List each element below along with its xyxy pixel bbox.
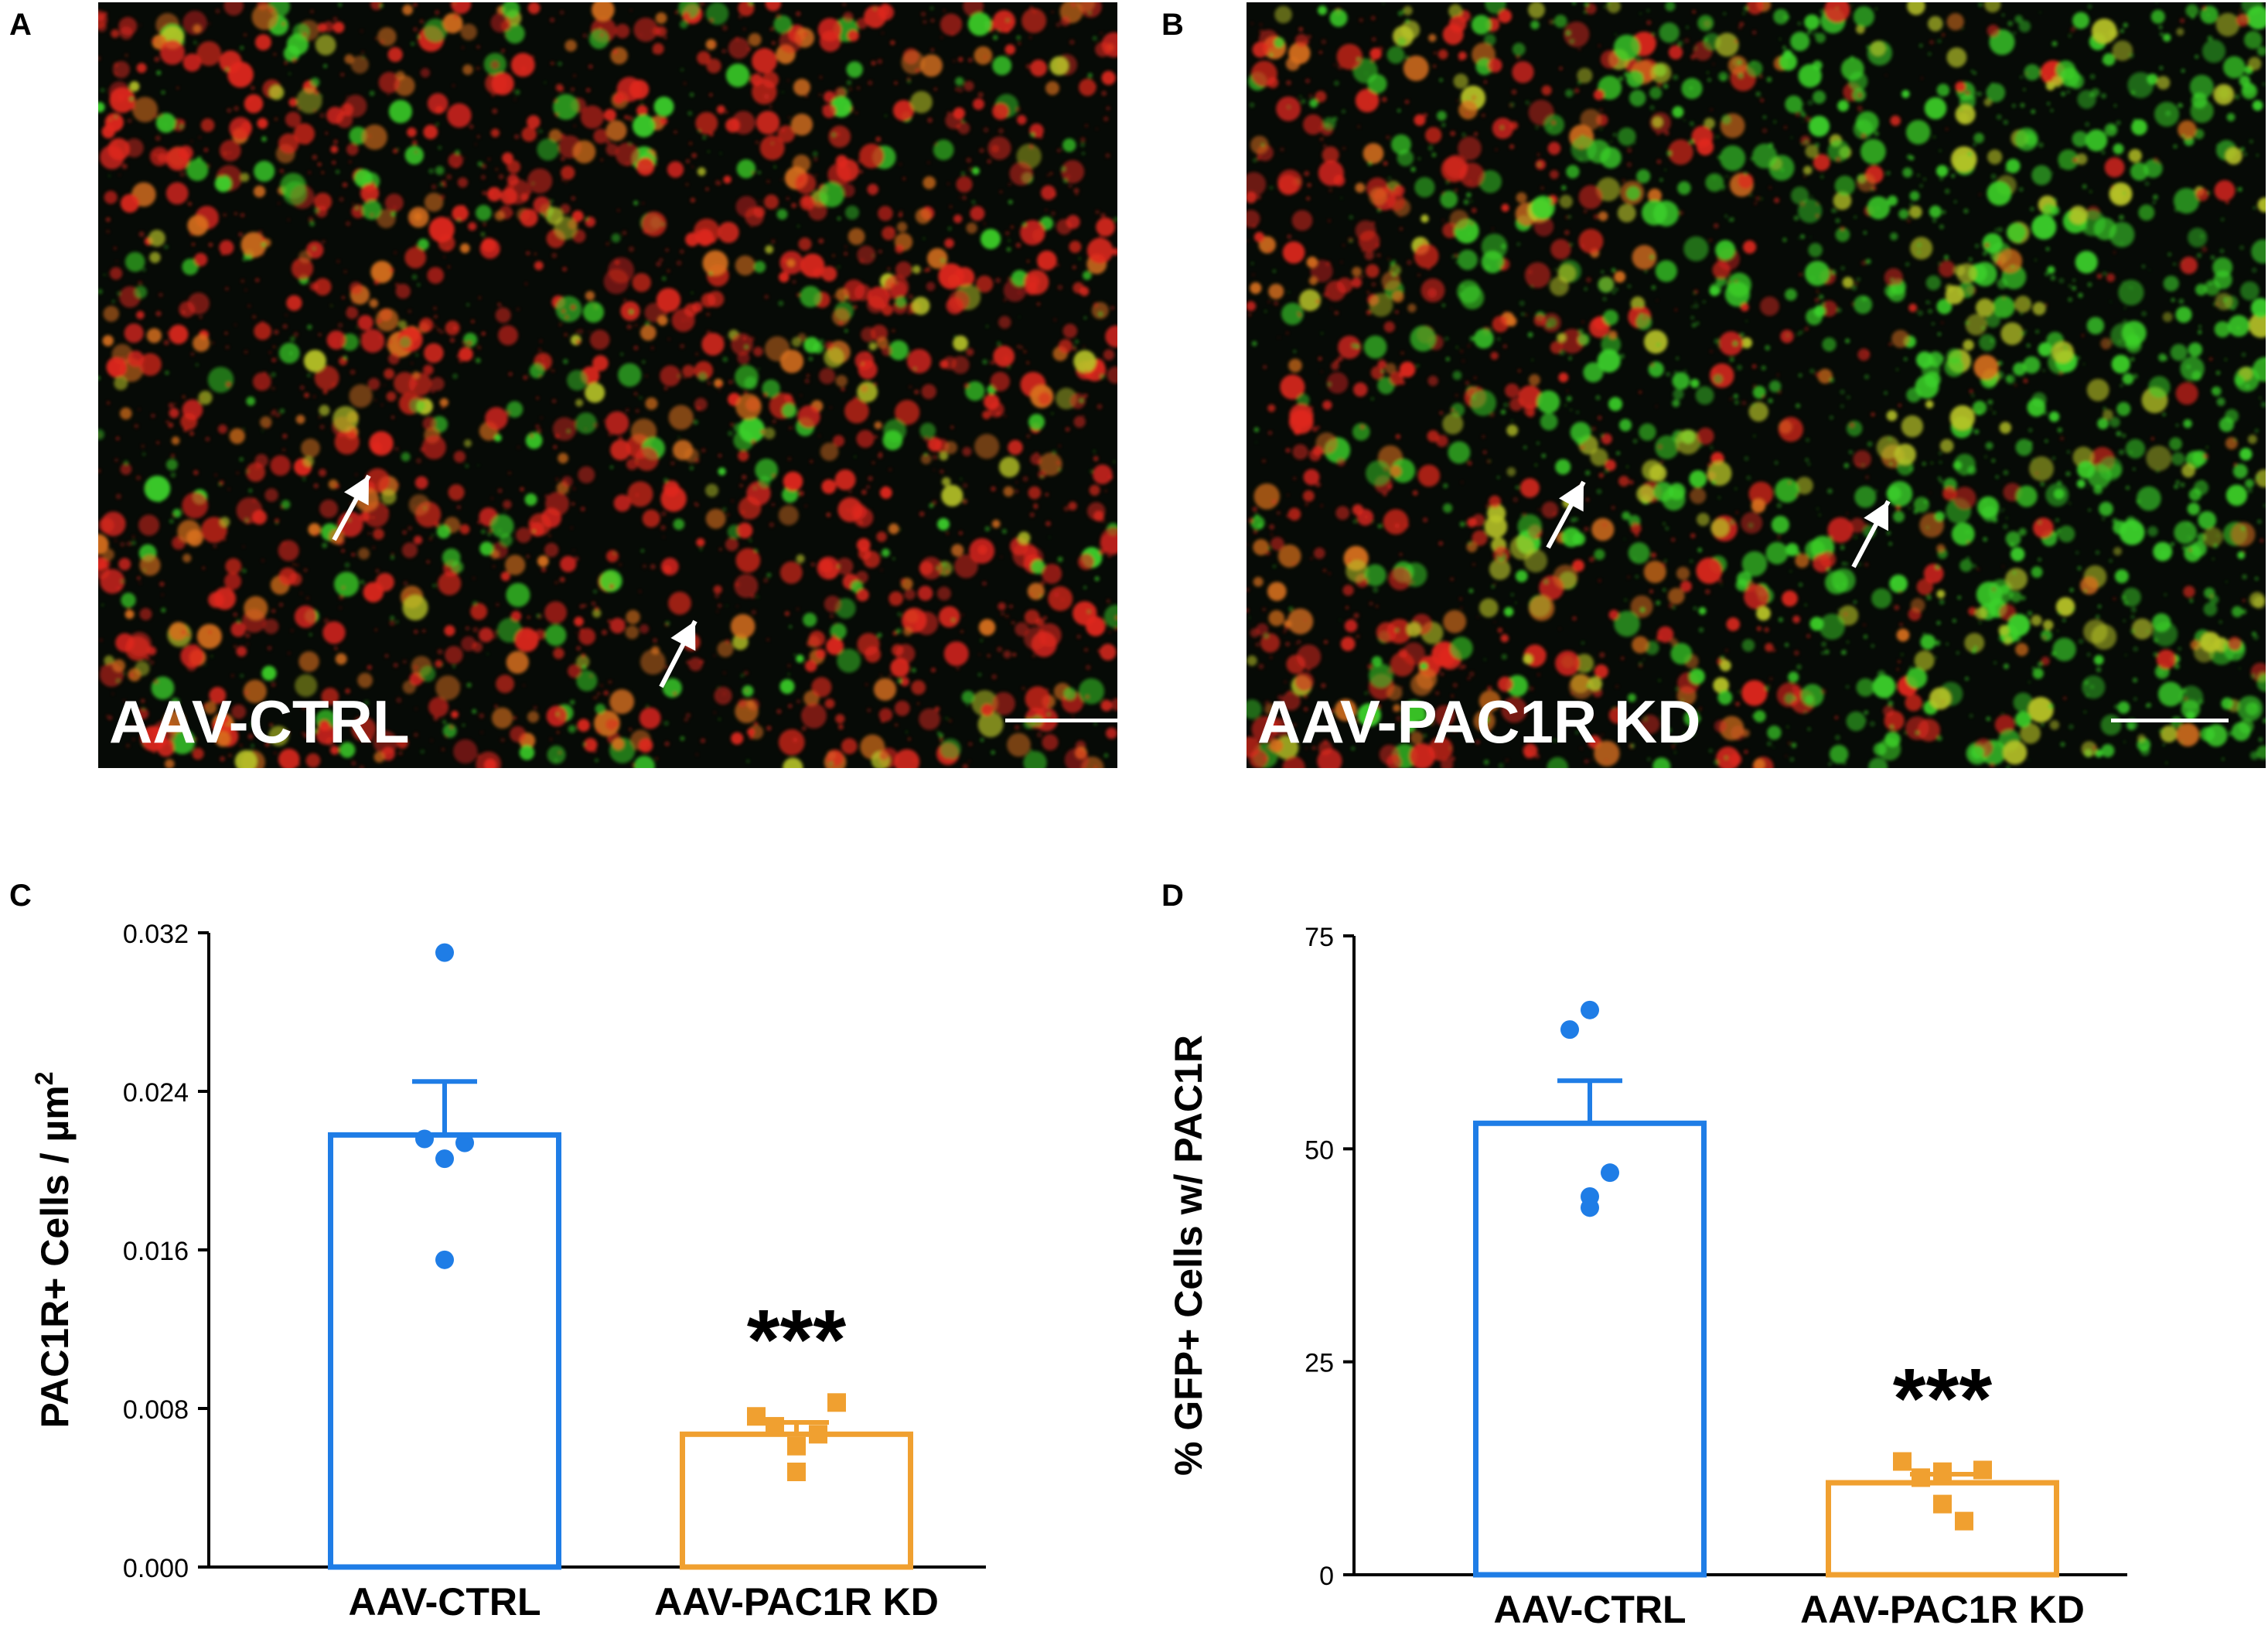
category-label: AAV-PAC1R KD [1800,1588,2085,1631]
data-point [787,1436,806,1456]
y-axis-label-sup: 2 [30,1071,58,1085]
micrograph-kd-label: AAV-PAC1R KD [1257,688,1701,756]
micrograph-kd-image [1247,2,2266,768]
y-tick-label: 50 [1305,1135,1334,1165]
data-point [827,1393,846,1412]
data-point [766,1417,784,1436]
category-label: AAV-CTRL [1493,1588,1686,1631]
chart-gfp-percent: 0 25 50 75 % GFP+ Cells w/ PAC1R AAV-CTRL AAV-… [1167,923,2127,1631]
scale-bar [1005,719,1117,722]
data-point [1933,1462,1952,1481]
panel-letter-a: A [9,8,32,42]
chart-pac1r-density: 0.000 0.008 0.016 0.024 0.032 PAC1R+ Cells / … [30,920,986,1623]
panel-letter-b: B [1161,8,1184,42]
y-tick-label: 0.000 [123,1554,189,1583]
y-tick-label: 0.016 [123,1237,189,1266]
significance-stars: *** [1893,1351,1993,1446]
data-point [1601,1163,1619,1183]
y-axis-label: PAC1R+ Cells / µm2 [30,1071,77,1428]
y-tick-label: 0.008 [123,1395,189,1425]
cell-field [98,2,1117,768]
panel-letter-d: D [1161,879,1184,913]
data-point [1560,1020,1579,1040]
y-tick-label: 75 [1305,923,1334,952]
cell-field [1247,2,2266,768]
data-point [1912,1468,1930,1487]
data-point [809,1425,827,1444]
data-point [435,1250,454,1269]
data-point [455,1133,474,1152]
data-point [415,1129,434,1149]
y-tick-label: 0.032 [123,920,189,949]
micrograph-kd: AAV-PAC1R KD [1247,2,2266,768]
bar [328,1132,561,1570]
significance-stars: *** [747,1292,847,1388]
y-tick-label: 0.024 [123,1078,189,1108]
micrograph-ctrl: AAV-CTRL [98,2,1117,768]
arrow-icon [1546,480,1586,549]
data-point [1581,1000,1599,1019]
panel-letter-c: C [9,879,32,913]
y-tick-label: 0 [1319,1562,1334,1591]
micrograph-ctrl-label: AAV-CTRL [109,688,410,756]
data-point [1955,1511,1973,1531]
micrograph-ctrl-image [98,2,1117,768]
data-point [787,1463,806,1481]
data-point [1973,1460,1992,1480]
data-point [1893,1452,1912,1471]
data-point [435,1149,454,1169]
data-point [1581,1198,1599,1217]
scale-bar [2111,719,2229,722]
category-label: AAV-CTRL [348,1580,541,1623]
category-label: AAV-PAC1R KD [654,1580,939,1623]
arrow-icon [1851,500,1891,568]
arrow-icon [332,474,371,541]
data-point [435,943,454,962]
data-point [747,1407,766,1426]
data-point [1933,1494,1952,1514]
arrow-icon [659,620,697,688]
y-axis-label: % GFP+ Cells w/ PAC1R [1167,1035,1210,1476]
y-tick-label: 25 [1305,1349,1334,1378]
